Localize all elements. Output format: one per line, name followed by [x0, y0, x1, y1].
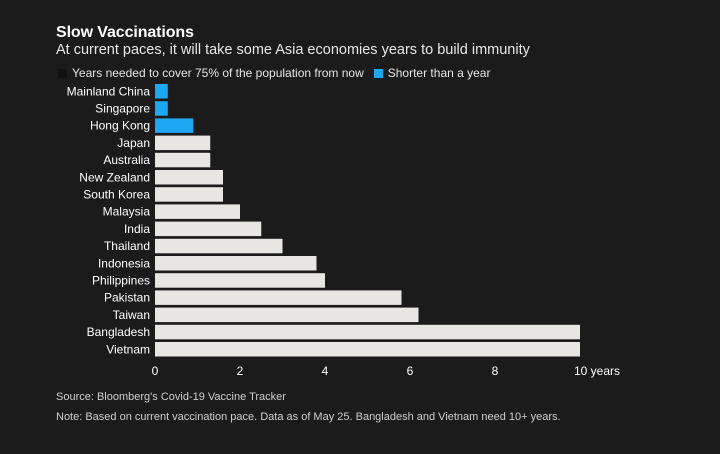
bar-australia: [155, 152, 211, 168]
legend-label-shorter: Shorter than a year: [387, 66, 491, 80]
bar-malaysia: [155, 204, 240, 219]
category-label-south-korea: South Korea: [83, 187, 150, 201]
bar-india: [155, 221, 262, 237]
x-tick-label: 8: [492, 364, 499, 378]
chart-title: Slow Vaccinations: [56, 24, 194, 41]
category-label-vietnam: Vietnam: [106, 342, 150, 356]
bar-singapore: [155, 101, 168, 116]
source-note: Source: Bloomberg's Covid-19 Vaccine Tra…: [56, 391, 286, 403]
bar-new-zealand: [155, 170, 223, 185]
category-label-indonesia: Indonesia: [98, 256, 150, 270]
bar-indonesia: [155, 256, 317, 271]
category-label-pakistan: Pakistan: [104, 291, 150, 305]
bar-pakistan: [155, 290, 402, 305]
bar-thailand: [155, 238, 283, 254]
x-tick-label: 2: [237, 364, 244, 378]
chart-subtitle: At current paces, it will take some Asia…: [56, 42, 530, 58]
bar-japan: [155, 135, 211, 151]
category-label-philippines: Philippines: [92, 273, 150, 287]
category-label-malaysia: Malaysia: [103, 205, 151, 219]
x-tick-label: 10 years: [574, 364, 620, 378]
legend: Years needed to cover 75% of the populat…: [58, 66, 500, 80]
legend-swatch-shorter: [373, 68, 383, 78]
category-label-india: India: [124, 222, 150, 236]
category-label-mainland-china: Mainland China: [67, 84, 151, 98]
category-label-thailand: Thailand: [104, 239, 150, 253]
category-label-japan: Japan: [117, 136, 150, 150]
category-label-australia: Australia: [103, 153, 150, 167]
bar-taiwan: [155, 307, 419, 323]
x-tick-label: 0: [152, 364, 159, 378]
bar-mainland-china: [155, 84, 168, 99]
category-label-hong-kong: Hong Kong: [90, 119, 150, 133]
bar-bangladesh: [155, 324, 580, 340]
bar-vietnam: [155, 342, 580, 357]
legend-label-years: Years needed to cover 75% of the populat…: [72, 66, 364, 80]
bar-philippines: [155, 273, 325, 288]
legend-item-years: Years needed to cover 75% of the populat…: [58, 66, 364, 80]
category-label-bangladesh: Bangladesh: [87, 325, 150, 339]
category-label-new-zealand: New Zealand: [79, 170, 150, 184]
legend-item-shorter: Shorter than a year: [373, 66, 491, 80]
bar-hong-kong: [155, 118, 194, 133]
x-tick-label: 4: [322, 364, 329, 378]
category-label-singapore: Singapore: [95, 101, 150, 115]
footnote: Note: Based on current vaccination pace.…: [56, 411, 561, 423]
legend-swatch-years: [58, 68, 67, 78]
x-tick-label: 6: [407, 364, 414, 378]
category-label-taiwan: Taiwan: [113, 308, 150, 322]
bar-south-korea: [155, 187, 223, 202]
